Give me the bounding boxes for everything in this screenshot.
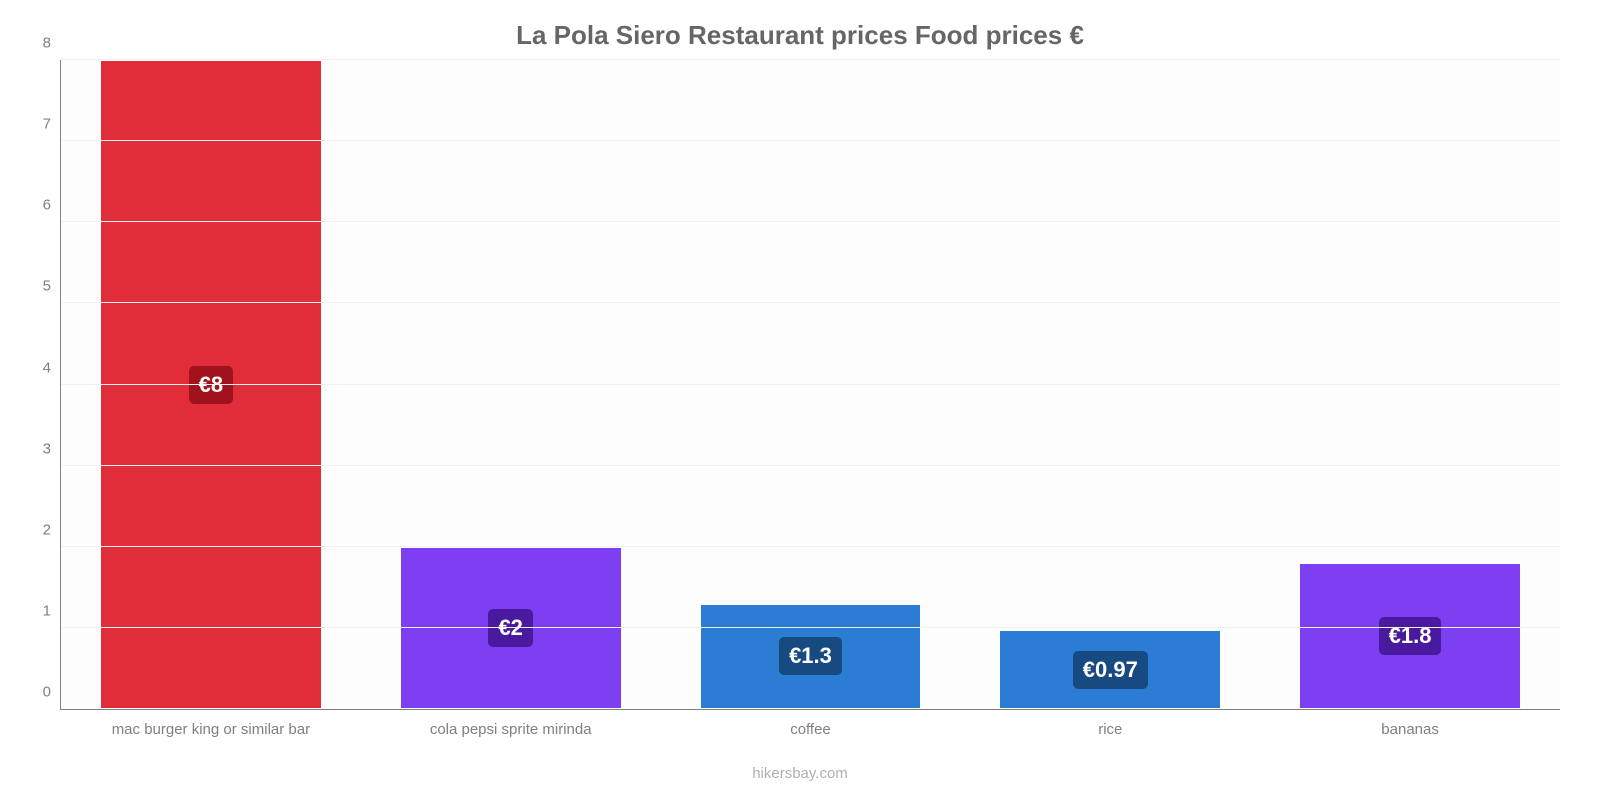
bar-value-label: €0.97 (1073, 651, 1148, 689)
ytick-label: 5 (43, 278, 51, 295)
gridline (61, 546, 1560, 547)
xtick-label: bananas (1381, 721, 1439, 738)
bar: €2 (400, 547, 622, 709)
ytick-label: 1 (43, 602, 51, 619)
bar-value-label: €1.8 (1379, 617, 1442, 655)
ytick-label: 3 (43, 440, 51, 457)
gridline (61, 384, 1560, 385)
bar: €0.97 (999, 630, 1221, 709)
plot-area: €8mac burger king or similar bar€2cola p… (60, 60, 1560, 710)
bar-slot: €1.3coffee (661, 60, 961, 709)
xtick-label: rice (1098, 721, 1122, 738)
ytick-label: 0 (43, 684, 51, 701)
bar-slot: €0.97rice (960, 60, 1260, 709)
bar: €1.8 (1299, 563, 1521, 709)
xtick-label: cola pepsi sprite mirinda (430, 721, 592, 738)
chart-title: La Pola Siero Restaurant prices Food pri… (0, 20, 1600, 51)
ytick-label: 4 (43, 359, 51, 376)
bar-value-label: €2 (488, 609, 532, 647)
ytick-label: 6 (43, 197, 51, 214)
bar-value-label: €8 (189, 366, 233, 404)
bar-slot: €8mac burger king or similar bar (61, 60, 361, 709)
bar-slot: €1.8bananas (1260, 60, 1560, 709)
gridline (61, 465, 1560, 466)
ytick-label: 7 (43, 116, 51, 133)
chart-container: La Pola Siero Restaurant prices Food pri… (0, 0, 1600, 800)
attribution-text: hikersbay.com (0, 765, 1600, 782)
gridline (61, 59, 1560, 60)
bar-value-label: €1.3 (779, 637, 842, 675)
ytick-label: 2 (43, 521, 51, 538)
gridline (61, 302, 1560, 303)
gridline (61, 627, 1560, 628)
ytick-label: 8 (43, 35, 51, 52)
bar-slot: €2cola pepsi sprite mirinda (361, 60, 661, 709)
xtick-label: coffee (790, 721, 831, 738)
bar: €8 (100, 60, 322, 709)
xtick-label: mac burger king or similar bar (112, 721, 310, 738)
bars-layer: €8mac burger king or similar bar€2cola p… (61, 60, 1560, 709)
bar: €1.3 (700, 604, 922, 709)
gridline (61, 140, 1560, 141)
gridline (61, 221, 1560, 222)
